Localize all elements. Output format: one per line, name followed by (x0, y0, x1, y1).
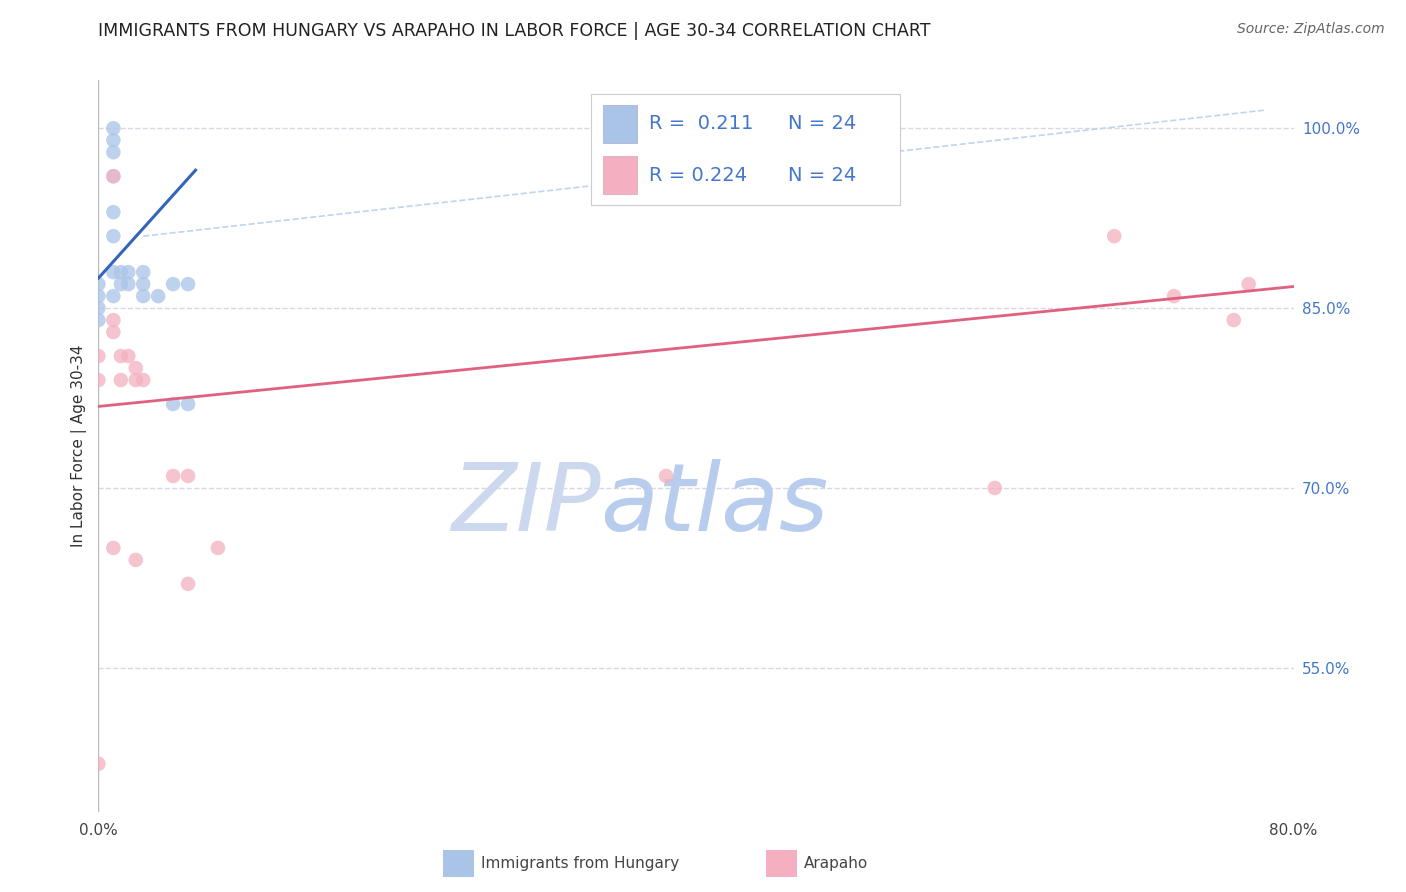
Bar (603, 156, 637, 194)
Text: R =  0.211: R = 0.211 (650, 114, 754, 133)
Point (207, 541, 229, 555)
Point (103, 313, 125, 327)
Text: IMMIGRANTS FROM HUNGARY VS ARAPAHO IN LABOR FORCE | AGE 30-34 CORRELATION CHART: IMMIGRANTS FROM HUNGARY VS ARAPAHO IN LA… (98, 22, 931, 40)
Point (103, 265, 125, 279)
Point (132, 289, 155, 303)
Point (110, 373, 132, 387)
Point (1163, 289, 1185, 303)
Text: Immigrants from Hungary: Immigrants from Hungary (481, 856, 679, 871)
Point (87, 313, 110, 327)
Point (110, 277, 132, 292)
Point (177, 469, 200, 483)
Point (117, 265, 139, 279)
Point (103, 169, 125, 184)
Point (103, 229, 125, 244)
Text: Source: ZipAtlas.com: Source: ZipAtlas.com (1237, 22, 1385, 37)
Point (125, 373, 148, 387)
Point (103, 289, 125, 303)
Point (1237, 277, 1260, 292)
Point (984, 481, 1007, 495)
Point (177, 577, 200, 591)
Point (87, 301, 110, 315)
Point (103, 541, 125, 555)
Point (117, 349, 139, 363)
Text: Arapaho: Arapaho (804, 856, 869, 871)
Point (87, 277, 110, 292)
Text: N = 24: N = 24 (789, 166, 856, 185)
Point (1223, 313, 1246, 327)
Point (103, 133, 125, 147)
Point (162, 397, 184, 411)
Point (125, 361, 148, 376)
Point (110, 265, 132, 279)
Point (103, 121, 125, 136)
Point (103, 325, 125, 339)
Text: R = 0.224: R = 0.224 (650, 166, 748, 185)
Point (177, 277, 200, 292)
Point (132, 265, 155, 279)
Point (103, 169, 125, 184)
Point (132, 277, 155, 292)
Point (103, 145, 125, 160)
Point (132, 373, 155, 387)
Bar (603, 104, 637, 143)
Point (87, 373, 110, 387)
Point (87, 756, 110, 771)
Point (87, 289, 110, 303)
Text: ZIP: ZIP (451, 459, 600, 550)
Y-axis label: In Labor Force | Age 30-34: In Labor Force | Age 30-34 (72, 344, 87, 548)
Point (177, 397, 200, 411)
Point (655, 469, 678, 483)
Point (162, 469, 184, 483)
Point (162, 277, 184, 292)
Text: atlas: atlas (600, 459, 828, 550)
Point (87, 349, 110, 363)
Point (117, 277, 139, 292)
Text: N = 24: N = 24 (789, 114, 856, 133)
Point (148, 289, 170, 303)
Point (125, 553, 148, 567)
Point (1104, 229, 1126, 244)
Point (103, 205, 125, 219)
Point (110, 349, 132, 363)
